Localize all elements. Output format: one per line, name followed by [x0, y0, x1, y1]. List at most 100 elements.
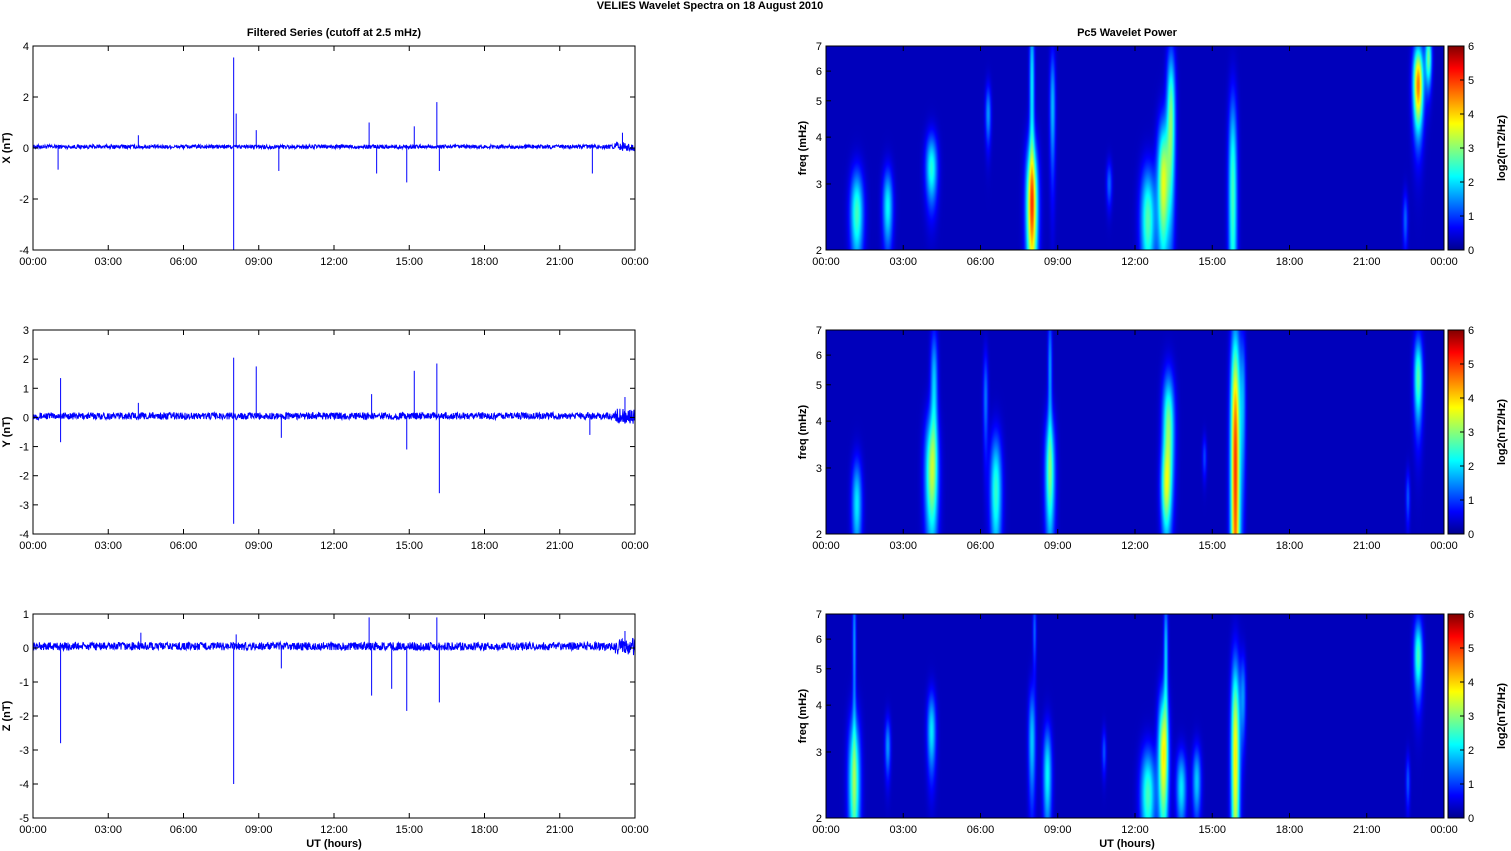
x-tick-label: 03:00 — [889, 256, 917, 268]
x-tick-label: 06:00 — [170, 540, 198, 552]
wavelet-canvas — [826, 46, 1444, 250]
x-tick-label: 12:00 — [1121, 824, 1149, 836]
y-tick-label: -2 — [19, 711, 29, 723]
x-axis-label-left: UT (hours) — [306, 838, 362, 850]
y-tick-label: 6 — [816, 634, 822, 646]
x-tick-label: 06:00 — [967, 824, 995, 836]
colorbar-tick-label: 4 — [1468, 677, 1474, 689]
colorbar-tick-label: 2 — [1468, 461, 1474, 473]
colorbar-tick-label: 6 — [1468, 609, 1474, 621]
y-axis-label: X (nT) — [1, 132, 13, 163]
x-tick-label: 06:00 — [170, 256, 198, 268]
x-tick-label: 03:00 — [889, 540, 917, 552]
x-tick-label: 15:00 — [395, 256, 423, 268]
x-tick-label: 21:00 — [1353, 824, 1381, 836]
x-tick-label: 15:00 — [1198, 824, 1226, 836]
colorbar-tick-label: 2 — [1468, 745, 1474, 757]
y-tick-label: -1 — [19, 442, 29, 454]
x-tick-label: 18:00 — [471, 824, 499, 836]
x-tick-label: 18:00 — [1276, 824, 1304, 836]
x-tick-label: 06:00 — [170, 824, 198, 836]
x-tick-label: 09:00 — [245, 256, 273, 268]
x-tick-label: 00:00 — [621, 824, 649, 836]
colorbar-tick-label: 0 — [1468, 245, 1474, 257]
y-tick-label: -3 — [19, 500, 29, 512]
x-tick-label: 03:00 — [889, 824, 917, 836]
colorbar: 0 1 2 3 4 5 6 log2(nT2/Hz) — [1447, 325, 1508, 541]
x-tick-label: 12:00 — [320, 256, 348, 268]
x-tick-label: 21:00 — [546, 256, 574, 268]
y-tick-label: 0 — [23, 643, 29, 655]
y-tick-label: 6 — [816, 350, 822, 362]
colorbar-tick-label: 6 — [1468, 41, 1474, 53]
x-tick-label: 00:00 — [19, 540, 47, 552]
x-tick-label: 18:00 — [1276, 256, 1304, 268]
y-tick-label: 6 — [816, 66, 822, 78]
y-axis-label: Z (nT) — [1, 700, 13, 731]
y-tick-label: 2 — [816, 245, 822, 257]
wavelet-panel-1: 2 3 4 5 6 7 00:00 03:00 06:00 09:00 12:00 15:00 18:0… — [797, 41, 1508, 268]
colorbar-tick-label: 3 — [1468, 427, 1474, 439]
x-tick-label: 00:00 — [19, 256, 47, 268]
x-tick-label: 09:00 — [1044, 540, 1072, 552]
y-tick-label: -4 — [19, 529, 29, 541]
y-tick-label: 5 — [816, 664, 822, 676]
y-tick-label: 2 — [816, 813, 822, 825]
y-tick-label: 4 — [23, 41, 29, 53]
x-tick-label: 12:00 — [1121, 540, 1149, 552]
x-tick-label: 09:00 — [1044, 824, 1072, 836]
x-tick-label: 15:00 — [395, 824, 423, 836]
x-tick-label: 06:00 — [967, 256, 995, 268]
x-tick-label: 15:00 — [1198, 256, 1226, 268]
colorbar-tick-label: 0 — [1468, 813, 1474, 825]
y-axis-label: freq (mHz) — [797, 404, 809, 459]
colorbar-tick-label: 2 — [1468, 177, 1474, 189]
x-tick-label: 06:00 — [967, 540, 995, 552]
colorbar-tick-label: 4 — [1468, 109, 1474, 121]
x-tick-label: 00:00 — [812, 256, 840, 268]
x-tick-label: 21:00 — [546, 540, 574, 552]
x-tick-label: 09:00 — [245, 824, 273, 836]
y-tick-label: 0 — [23, 412, 29, 424]
colorbar-tick-label: 3 — [1468, 143, 1474, 155]
x-tick-label: 00:00 — [19, 824, 47, 836]
figure-suptitle: VELIES Wavelet Spectra on 18 August 2010 — [597, 0, 824, 12]
colorbar-label: log2(nT2/Hz) — [1496, 683, 1508, 749]
colorbar-tick-label: 5 — [1468, 643, 1474, 655]
y-axis-label: Y (nT) — [1, 416, 13, 447]
wavelet-canvas — [826, 330, 1444, 534]
wavelet-panel-2: 2 3 4 5 6 7 00:00 03:00 06:00 09:00 12:00 15:00 18:0… — [797, 325, 1508, 552]
left-column-title: Filtered Series (cutoff at 2.5 mHz) — [247, 27, 422, 39]
wavelet-panel-3: 2 3 4 5 6 7 00:00 03:00 06:00 09:00 12:00 15:00 18:0… — [797, 609, 1508, 836]
y-tick-label: -4 — [19, 779, 29, 791]
y-axis-label: freq (mHz) — [797, 120, 809, 175]
x-tick-label: 00:00 — [812, 824, 840, 836]
plot-area — [33, 330, 635, 534]
y-tick-label: -2 — [19, 194, 29, 206]
x-tick-label: 18:00 — [1276, 540, 1304, 552]
y-tick-label: 4 — [816, 416, 822, 428]
x-tick-label: 12:00 — [320, 824, 348, 836]
y-tick-label: 3 — [816, 179, 822, 191]
y-tick-label: 3 — [23, 325, 29, 337]
y-tick-label: -2 — [19, 471, 29, 483]
colorbar-tick-label: 5 — [1468, 75, 1474, 87]
colorbar-label: log2(nT2/Hz) — [1496, 115, 1508, 181]
x-tick-label: 15:00 — [395, 540, 423, 552]
x-axis-label-right: UT (hours) — [1099, 838, 1155, 850]
y-axis-label: freq (mHz) — [797, 688, 809, 743]
wavelet-image — [826, 46, 1444, 250]
series-line — [32, 408, 636, 425]
x-tick-label: 21:00 — [1353, 256, 1381, 268]
wavelet-image — [826, 614, 1444, 818]
x-tick-label: 18:00 — [471, 256, 499, 268]
y-tick-label: 5 — [816, 380, 822, 392]
y-tick-label: 7 — [816, 609, 822, 621]
wavelet-canvas — [826, 614, 1444, 818]
x-tick-label: 15:00 — [1198, 540, 1226, 552]
time-series-panel-y: -4 -3 -2 -1 0 1 2 3 00:00 03:00 06:00 09:00 12:00 15:… — [1, 325, 649, 552]
colorbar-label: log2(nT2/Hz) — [1496, 399, 1508, 465]
x-tick-label: 09:00 — [245, 540, 273, 552]
right-column-title: Pc5 Wavelet Power — [1077, 27, 1178, 39]
